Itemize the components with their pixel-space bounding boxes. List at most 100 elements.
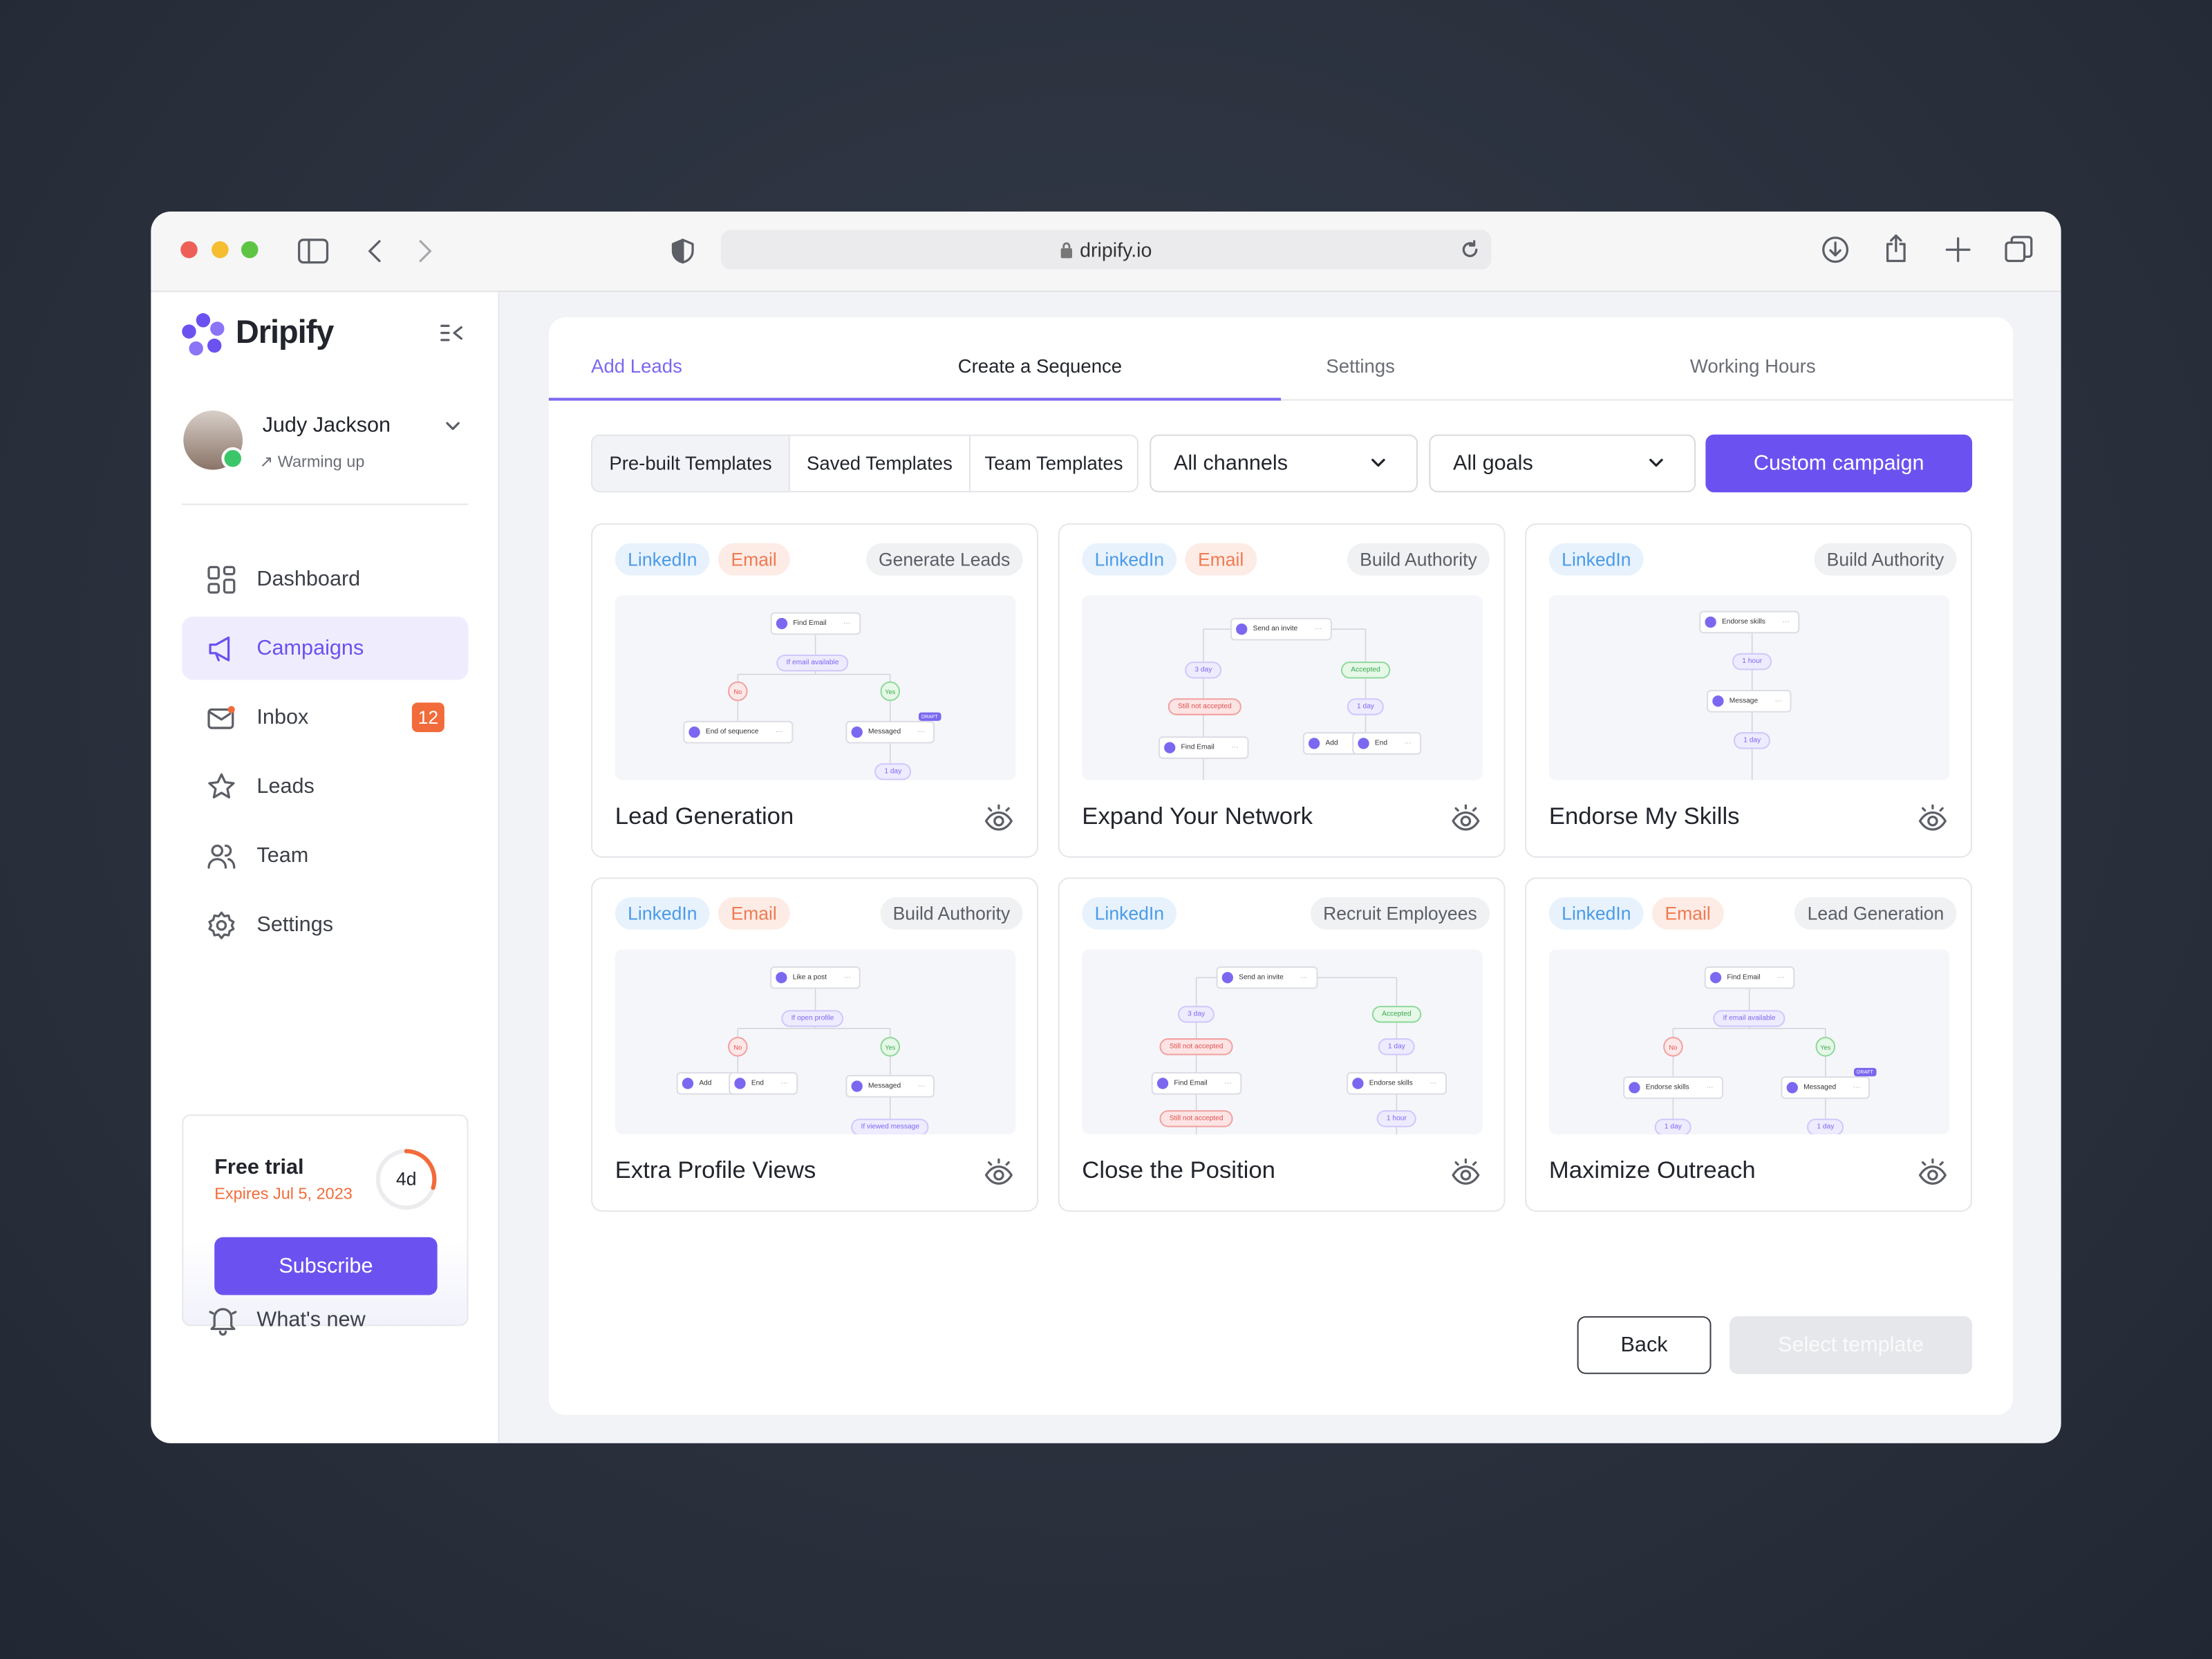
flow-label: Send an invite xyxy=(1253,625,1298,634)
flow-label: Find Email xyxy=(1181,743,1215,752)
template-card[interactable]: LinkedIn Email Generate Leads Find Email ···… xyxy=(591,523,1039,858)
node-icon xyxy=(1236,624,1248,635)
nav-item[interactable]: Dashboard xyxy=(182,547,468,611)
node-menu: ··· xyxy=(1300,973,1308,982)
template-tab[interactable]: Saved Templates xyxy=(790,435,971,491)
sidebar-toggle[interactable] xyxy=(298,237,329,265)
flow-no: No xyxy=(728,681,748,702)
flow-pill: 1 day xyxy=(1654,1118,1692,1134)
channel-filter[interactable]: All channels xyxy=(1150,434,1418,493)
flow-pill: 1 day xyxy=(1733,732,1771,749)
flow-label: 1 day xyxy=(1743,736,1761,745)
preview-icon[interactable] xyxy=(1917,804,1948,832)
step[interactable]: Settings xyxy=(1326,355,1395,377)
steps-line xyxy=(548,399,2014,401)
minimize[interactable] xyxy=(212,241,229,259)
step[interactable]: Create a Sequence xyxy=(957,355,1123,377)
node-icon xyxy=(1786,1082,1798,1094)
nav-item-active[interactable]: Campaigns xyxy=(182,616,469,680)
preview-icon[interactable] xyxy=(1450,1158,1481,1187)
node-icon xyxy=(1352,1078,1364,1089)
flow-label: 1 hour xyxy=(1742,657,1763,666)
zoom[interactable] xyxy=(241,241,259,259)
preview-icon[interactable] xyxy=(983,1158,1014,1187)
flow-draft: DRAFT xyxy=(918,712,941,721)
tabs[interactable] xyxy=(2005,236,2033,264)
flow-no: No xyxy=(1663,1037,1683,1057)
flow-label: Still not accepted xyxy=(1169,1114,1224,1123)
nav-item[interactable]: Leads xyxy=(182,755,468,818)
template-card[interactable]: LinkedIn Email Lead Generation Find Email ··… xyxy=(1525,877,1973,1212)
goal-filter[interactable]: All goals xyxy=(1429,434,1696,493)
flow-label: No xyxy=(733,687,742,695)
custom-campaign-button[interactable]: Custom campaign xyxy=(1705,434,1973,493)
flow-label: Find Email xyxy=(793,619,827,628)
share[interactable] xyxy=(1883,233,1909,264)
template-tab[interactable]: Pre-built Templates xyxy=(592,435,790,491)
flow-no: No xyxy=(728,1037,748,1057)
flow-label: Yes xyxy=(885,687,896,695)
flow-yes: Yes xyxy=(880,681,901,702)
flow-label: End xyxy=(1374,739,1388,748)
flow-preview: Send an invite ··· 3 day Accepted Still not … xyxy=(1082,949,1483,1134)
step[interactable]: Working Hours xyxy=(1689,355,1816,377)
tags: LinkedIn Email xyxy=(615,897,798,930)
flow-yes: Yes xyxy=(1815,1037,1836,1057)
forward[interactable] xyxy=(415,237,435,265)
flow-label: DRAFT xyxy=(1857,1069,1873,1076)
back-button[interactable]: Back xyxy=(1577,1316,1712,1374)
preview-icon[interactable] xyxy=(983,804,1014,832)
tags: LinkedIn xyxy=(1548,543,1652,576)
channel-tag: Email xyxy=(718,543,790,576)
select-template-button[interactable]: Select template xyxy=(1730,1316,1973,1374)
node-menu: ··· xyxy=(1430,1079,1437,1088)
collapse[interactable] xyxy=(440,323,466,346)
downloads[interactable] xyxy=(1821,236,1850,264)
preview-icon[interactable] xyxy=(1917,1158,1948,1187)
channel-tag: Email xyxy=(1185,543,1257,576)
node-icon xyxy=(734,1078,746,1089)
card-title: Lead Generation xyxy=(615,803,794,830)
close[interactable] xyxy=(180,241,198,259)
card-title: Close the Position xyxy=(1082,1156,1275,1184)
shield[interactable] xyxy=(670,237,695,265)
flow-label: If email available xyxy=(1723,1014,1776,1023)
template-tab[interactable]: Team Templates xyxy=(984,453,1123,474)
template-card[interactable]: LinkedIn Email Build Authority Like a post ·… xyxy=(591,877,1039,1212)
flow-pill: 1 day xyxy=(1378,1038,1416,1056)
whats-new[interactable]: What's new xyxy=(256,1307,366,1332)
flow-red: Still not accepted xyxy=(1159,1038,1233,1056)
flow-label: Yes xyxy=(1820,1043,1831,1051)
subscribe-button[interactable]: Subscribe xyxy=(214,1237,438,1295)
back[interactable] xyxy=(366,237,386,265)
preview-icon[interactable] xyxy=(1450,804,1481,832)
node-menu: ··· xyxy=(1706,1083,1714,1092)
node-icon xyxy=(1156,1078,1169,1089)
template-card[interactable]: LinkedIn Email Build Authority Send an invi… xyxy=(1058,523,1506,858)
new-tab[interactable] xyxy=(1945,237,1971,263)
flow-pill: 1 day xyxy=(1347,698,1385,715)
node-menu: ··· xyxy=(1777,973,1785,982)
reload[interactable] xyxy=(1460,240,1480,260)
nav-item[interactable]: Settings xyxy=(182,893,468,957)
channel-tag: LinkedIn xyxy=(1082,543,1177,576)
flow-label: 1 day xyxy=(884,767,902,776)
channel-tag: Email xyxy=(718,897,790,930)
trial-remaining: 4d xyxy=(395,1168,417,1190)
template-card[interactable]: LinkedIn Recruit Employees Send an invite ·… xyxy=(1058,877,1506,1212)
goal-tag: Build Authority xyxy=(880,897,1023,930)
flow-pill: 1 hour xyxy=(1732,653,1772,671)
step[interactable]: Add Leads xyxy=(591,355,682,377)
flow-node: Find Email ··· xyxy=(1151,1072,1241,1095)
flow-label: Message xyxy=(1729,697,1759,706)
address-bar[interactable]: dripify.io xyxy=(720,229,1492,270)
flow-label: 1 day xyxy=(1387,1042,1405,1051)
flow-label: Messaged xyxy=(1803,1083,1837,1092)
nav-item[interactable]: Inbox 12 xyxy=(182,686,468,749)
filter-label: All channels xyxy=(1173,451,1288,476)
trial-ring xyxy=(375,1149,437,1210)
flow-yes: Yes xyxy=(880,1037,901,1057)
user-menu[interactable] xyxy=(444,420,461,434)
template-card[interactable]: LinkedIn Build Authority Endorse skills ···… xyxy=(1525,523,1973,858)
nav-item[interactable]: Team xyxy=(182,824,468,888)
